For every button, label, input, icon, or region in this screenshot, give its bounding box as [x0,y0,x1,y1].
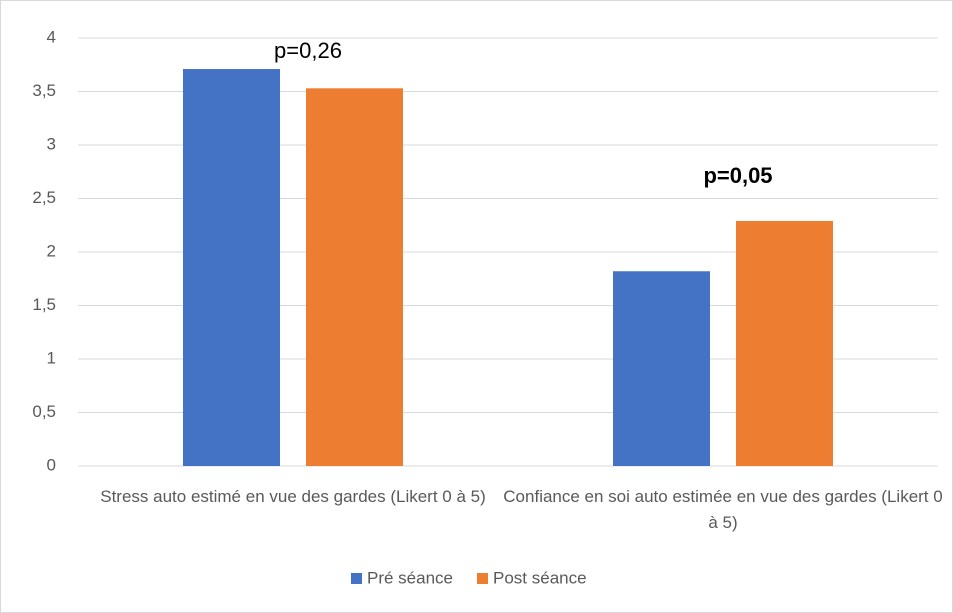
y-tick-label: 4 [47,27,56,46]
bar [613,271,710,466]
x-tick-label: Stress auto estimé en vue des gardes (Li… [100,487,486,506]
annotation: p=0,26 [274,38,342,63]
annotation: p=0,05 [703,163,772,188]
y-tick-label: 1,5 [32,295,56,314]
y-tick-label: 2 [47,241,56,260]
y-tick-label: 1 [47,348,56,367]
y-tick-label: 0,5 [32,402,56,421]
y-tick-label: 0 [47,455,56,474]
legend-label: Post séance [493,568,587,587]
legend-label: Pré séance [367,568,453,587]
y-tick-label: 3,5 [32,81,56,100]
y-tick-label: 3 [47,134,56,153]
y-tick-label: 2,5 [32,188,56,207]
bar [306,88,403,466]
bar [736,220,833,466]
bar [183,69,280,466]
x-tick-label: Confiance en soi auto estimée en vue des… [503,487,943,532]
legend-swatch [477,573,488,584]
legend-swatch [351,573,362,584]
